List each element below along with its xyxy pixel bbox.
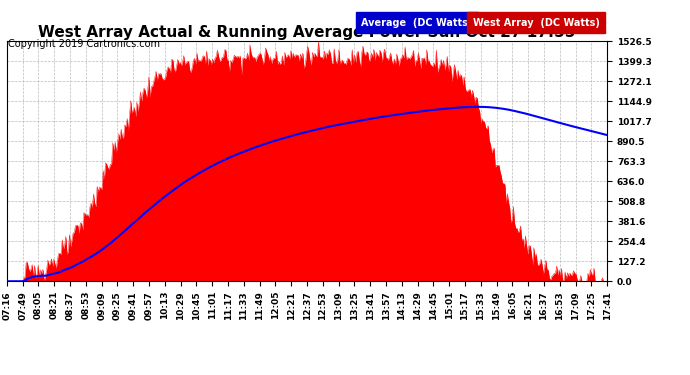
Legend: Average  (DC Watts), West Array  (DC Watts): Average (DC Watts), West Array (DC Watts… xyxy=(358,15,602,31)
Title: West Array Actual & Running Average Power Sun Oct 27 17:55: West Array Actual & Running Average Powe… xyxy=(39,25,575,40)
Text: Copyright 2019 Cartronics.com: Copyright 2019 Cartronics.com xyxy=(8,39,160,50)
